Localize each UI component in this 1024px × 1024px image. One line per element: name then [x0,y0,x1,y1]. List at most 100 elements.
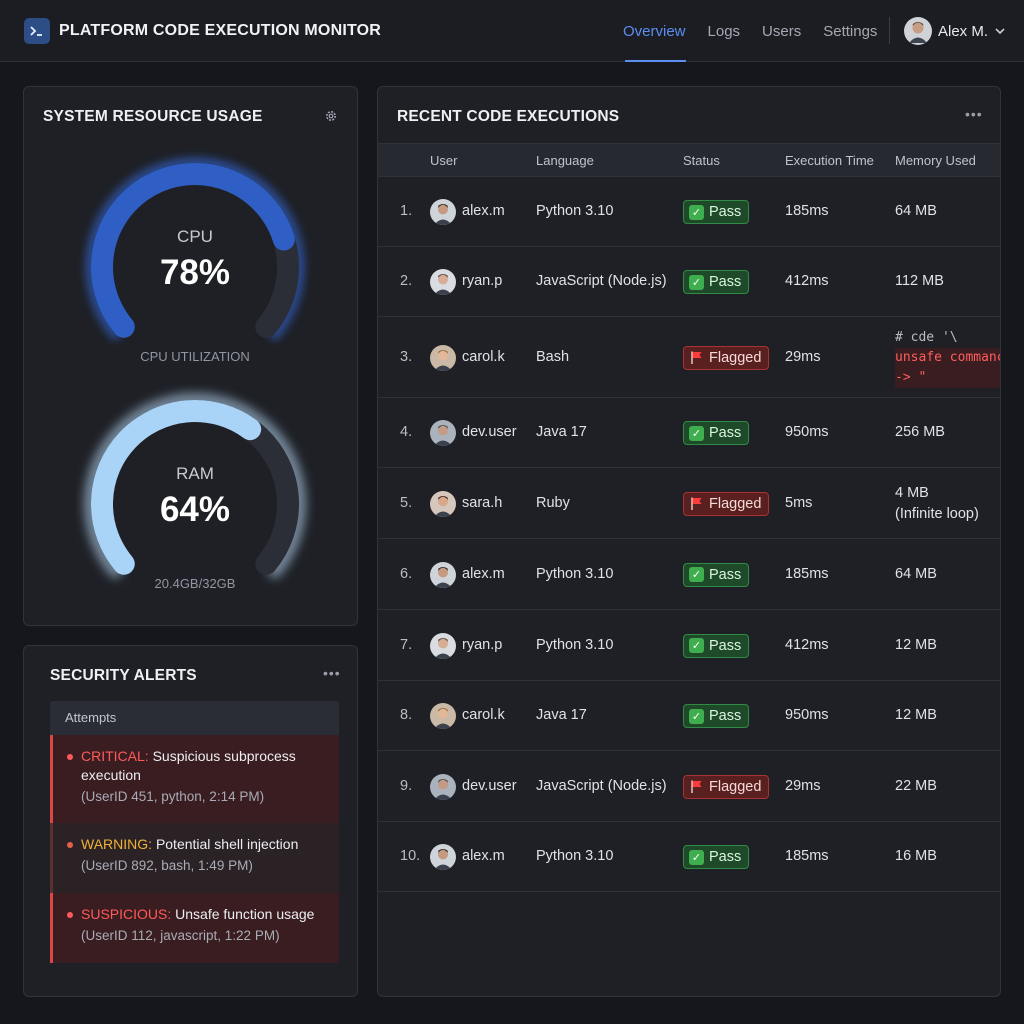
alert-message: Unsafe function usage [175,906,315,922]
flag-icon [691,780,702,793]
language: Python 3.10 [536,203,614,219]
user-name: carol.k [462,348,505,365]
app-title: PLATFORM CODE EXECUTION MONITOR [59,22,382,39]
col-memory-used[interactable]: Memory Used [895,153,976,168]
execution-time: 950ms [785,707,829,723]
user-name: alex.m [462,565,505,582]
check-icon: ✓ [689,425,704,441]
alert-detail: (UserID 892, bash, 1:49 PM) [81,858,253,873]
user-name: dev.user [462,777,517,794]
alert-severity: WARNING: [81,836,153,852]
alert-item[interactable]: SUSPICIOUS: Unsafe function usage (UserI… [50,893,339,963]
more-dots-icon[interactable]: ••• [965,106,983,122]
alert-dot [67,754,73,760]
cpu-caption: CPU UTILIZATION [140,349,250,364]
memory-used: 16 MB [895,848,937,864]
alert-detail: (UserID 112, javascript, 1:22 PM) [81,928,280,943]
cpu-gauge-graphic [85,157,305,340]
status-pass-badge: ✓ Pass [683,421,750,445]
memory-used: 22 MB [895,777,937,794]
gear-icon[interactable] [324,109,338,123]
panel-title: SECURITY ALERTS [50,667,197,684]
table-row[interactable]: 9. dev.user JavaScript (Node.js) Flagged 29m… [378,751,1000,822]
language: Python 3.10 [536,848,614,864]
avatar [430,844,456,870]
user-name: ryan.p [462,636,503,653]
check-icon: ✓ [689,274,704,290]
status-label: Pass [709,274,742,290]
table-row[interactable]: 3. carol.k Bash Flagged 29ms # cde '\ unsafe c… [378,317,1000,398]
executions-panel: RECENT CODE EXECUTIONS ••• User Language… [377,86,1001,997]
code-line: # cde '\ [895,329,958,345]
col-language[interactable]: Language [536,153,594,168]
table-row[interactable]: 5. sara.h Ruby Flagged 5ms 4 MB (Infinite loop… [378,468,1000,539]
code-line: -> " [895,367,1000,388]
check-icon: ✓ [689,708,704,724]
avatar [430,199,456,225]
language: Bash [536,348,570,365]
table-row[interactable]: 6. alex.m Python 3.10 ✓ Pass 185ms 64 MB [378,539,1000,610]
table-header: User Language Status Execution Time Memo… [378,143,1000,177]
main-nav: Overview Logs Users Settings [612,0,888,62]
language: JavaScript (Node.js) [536,273,667,289]
alert-item[interactable]: CRITICAL: Suspicious subprocess executio… [50,735,339,823]
user-name: Alex M. [938,22,989,40]
user-name: dev.user [462,424,517,440]
security-alerts-panel: SECURITY ALERTS ••• Attempts CRITICAL: S… [23,645,358,997]
language: Java 17 [536,707,587,723]
status-label: Pass [709,849,742,865]
memory-used: 112 MB [895,273,944,289]
memory-used: 64 MB [895,203,937,219]
row-number: 1. [400,203,413,219]
memory-used: 4 MB [895,484,929,501]
alerts-header: Attempts [50,701,339,735]
ram-caption: 20.4GB/32GB [154,576,236,591]
status-flagged-badge: Flagged [683,774,770,799]
alert-severity: SUSPICIOUS: [81,906,172,922]
col-status[interactable]: Status [683,153,720,168]
table-row[interactable]: 8. carol.k Java 17 ✓ Pass 950ms 12 MB [378,681,1000,751]
cpu-label: CPU [177,227,213,246]
row-number: 7. [400,636,413,653]
status-flagged-badge: Flagged [683,491,770,516]
status-pass-badge: ✓ Pass [683,704,750,728]
table-row[interactable]: 1. alex.m Python 3.10 ✓ Pass 185ms 64 MB [378,177,1000,247]
table-row[interactable]: 10. alex.m Python 3.10 ✓ Pass 185ms 16 MB [378,822,1000,892]
user-name: ryan.p [462,273,503,289]
status-pass-badge: ✓ Pass [683,633,750,658]
alert-item[interactable]: WARNING: Potential shell injection (User… [50,823,339,893]
table-row[interactable]: 2. ryan.p JavaScript (Node.js) ✓ Pass 412ms 11… [378,247,1000,317]
execution-time: 185ms [785,848,829,864]
execution-time: 5ms [785,494,813,511]
language: Python 3.10 [536,636,614,653]
code-line: unsafe commanc [895,347,1000,368]
table-row[interactable]: 7. ryan.p Python 3.10 ✓ Pass 412ms 12 MB [378,610,1000,681]
row-number: 4. [400,424,413,440]
status-label: Pass [709,425,742,441]
chevron-down-icon[interactable] [994,27,1006,35]
resource-usage-panel: SYSTEM RESOURCE USAGE CPU 78% CPU UTILIZ… [23,86,358,626]
row-number: 2. [400,273,413,289]
avatar [430,632,456,659]
status-label: Flagged [709,349,762,366]
col-execution-time[interactable]: Execution Time [785,153,874,168]
status-label: Flagged [709,495,762,512]
user-name: alex.m [462,848,505,864]
row-number: 3. [400,348,413,365]
language: Java 17 [536,424,587,440]
nav-overview[interactable]: Overview [612,0,697,62]
nav-users[interactable]: Users [762,22,802,40]
status-label: Pass [709,708,742,724]
avatar [430,420,456,446]
alert-detail: (UserID 451, python, 2:14 PM) [81,789,265,804]
nav-settings[interactable]: Settings [823,22,878,40]
col-user[interactable]: User [430,153,458,168]
memory-note: (Infinite loop) [895,505,979,522]
language: Ruby [536,494,570,511]
memory-used: 64 MB [895,565,937,582]
more-dots-icon[interactable]: ••• [323,665,341,681]
memory-used: 12 MB [895,707,937,723]
table-row[interactable]: 4. dev.user Java 17 ✓ Pass 950ms 256 MB [378,398,1000,468]
nav-logs[interactable]: Logs [707,22,741,40]
user-menu[interactable]: Alex M. [904,17,1006,45]
